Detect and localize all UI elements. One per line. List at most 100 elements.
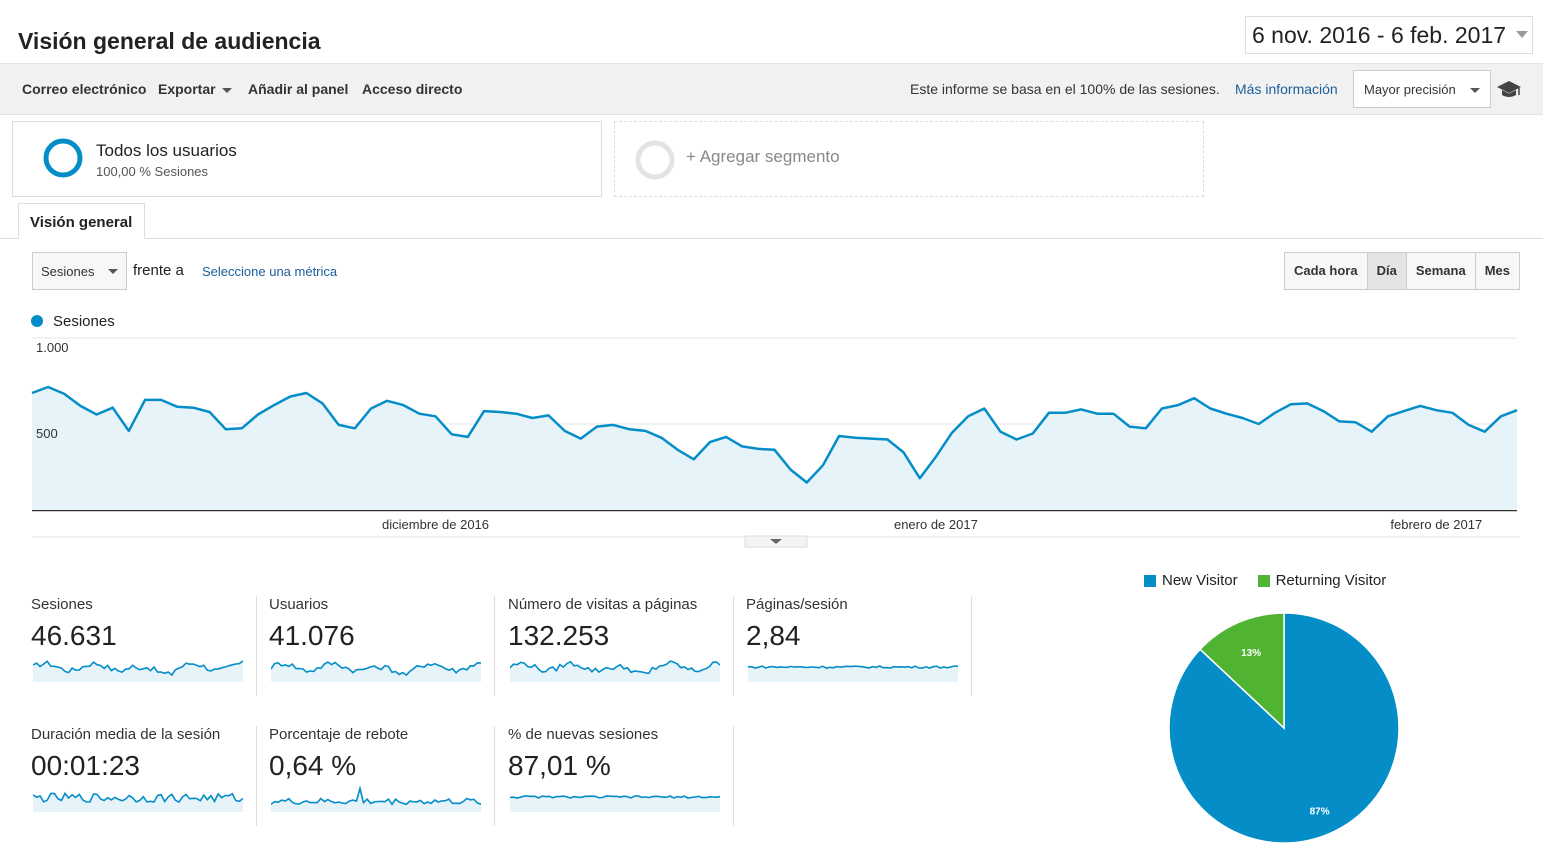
scorecard-label: Sesiones [31, 596, 93, 613]
export-button[interactable]: Exportar [158, 81, 232, 97]
graduation-cap-icon[interactable] [1496, 78, 1522, 100]
sparkline [33, 791, 243, 812]
segment-detail: 100,00 % Sesiones [96, 164, 209, 179]
scorecard-value: 2,84 [746, 620, 801, 651]
sparkline-line [33, 660, 243, 677]
legend-label-new: New Visitor [1162, 572, 1238, 589]
divider [494, 596, 495, 696]
pie-slice-returning-visitor[interactable] [1199, 612, 1285, 730]
legend-label-returning: Returning Visitor [1275, 572, 1387, 589]
scorecard: % de nuevas sesiones 87,01 % [508, 726, 746, 836]
series-legend-label: Sesiones [53, 313, 115, 330]
granularity-hour-button[interactable]: Cada hora [1284, 252, 1368, 290]
sparkline-line [510, 660, 720, 675]
pie-slice-label: 87% [1310, 806, 1330, 817]
sparkline-area [271, 662, 481, 682]
scorecard-value: 87,01 % [508, 750, 611, 781]
tab-overview[interactable]: Visión general [18, 203, 145, 239]
x-tick-label: diciembre de 2016 [382, 517, 489, 532]
sparkline [510, 660, 720, 682]
scorecard-label: Duración media de la sesión [31, 726, 221, 743]
sessions-area [32, 387, 1517, 510]
divider [494, 726, 495, 826]
scorecard-label: Porcentaje de rebote [269, 726, 409, 743]
legend-swatch-returning [1257, 574, 1270, 587]
sparkline [271, 785, 481, 812]
sparkline [510, 795, 720, 812]
scorecard-label: Número de visitas a páginas [508, 596, 698, 613]
pie-slice-label: 13% [1241, 648, 1261, 659]
sparkline-area [271, 788, 481, 812]
scorecard: Usuarios 41.076 [269, 596, 507, 706]
select-metric-link[interactable]: Seleccione una métrica [202, 264, 338, 279]
date-range-text: 6 nov. 2016 - 6 feb. 2017 [1252, 22, 1507, 48]
sparkline [33, 660, 243, 682]
sparkline-area [748, 666, 958, 682]
add-segment-label: + Agregar segmento [686, 147, 840, 166]
more-info-link[interactable]: Más información [1235, 81, 1338, 97]
export-label: Exportar [158, 81, 216, 97]
precision-select[interactable]: Mayor precisión [1353, 70, 1491, 108]
scorecard-value: 132.253 [508, 620, 610, 651]
y-tick-label: 1.000 [36, 340, 69, 355]
report-toolbar: Correo electrónico Exportar Añadir al pa… [0, 63, 1543, 115]
segment-ring-icon [43, 138, 83, 178]
x-tick-label: febrero de 2017 [1390, 517, 1482, 532]
add-segment-button[interactable]: + Agregar segmento [614, 121, 1204, 197]
chevron-down-icon [1470, 88, 1480, 93]
sparkline-area [510, 661, 720, 682]
page-title: Visión general de audiencia [18, 28, 321, 54]
granularity-month-button[interactable]: Mes [1474, 252, 1520, 290]
scorecard: Porcentaje de rebote 0,64 % [269, 726, 507, 836]
sparkline-area [33, 660, 243, 682]
divider [256, 726, 257, 826]
divider [971, 596, 972, 696]
sparkline [748, 665, 958, 682]
scorecard: Páginas/sesión 2,84 [746, 596, 984, 706]
scorecard-label: Usuarios [269, 596, 329, 613]
scorecard-label: % de nuevas sesiones [508, 726, 659, 743]
divider [733, 596, 734, 696]
sparkline-area [510, 795, 720, 812]
segment-all-users[interactable]: Todos los usuarios 100,00 % Sesiones [12, 121, 602, 197]
chevron-down-icon [1516, 31, 1528, 38]
y-tick-label: 500 [36, 426, 58, 441]
chevron-down-icon [770, 539, 782, 544]
date-range-picker[interactable]: 6 nov. 2016 - 6 feb. 2017 [1245, 16, 1533, 54]
versus-label: frente a [133, 262, 184, 279]
segment-name: Todos los usuarios [96, 141, 237, 160]
scorecard-value: 0,64 % [269, 750, 357, 781]
sparkline-area [33, 793, 243, 812]
email-button[interactable]: Correo electrónico [22, 81, 147, 97]
scorecard-value: 00:01:23 [31, 750, 140, 781]
divider [733, 726, 734, 826]
divider [256, 596, 257, 696]
granularity-week-button[interactable]: Semana [1405, 252, 1476, 290]
pie-legend: New Visitor Returning Visitor [1144, 572, 1386, 589]
segment-empty-ring-icon [635, 140, 675, 180]
scorecard: Sesiones 46.631 [31, 596, 269, 706]
sparkline-line [748, 665, 958, 669]
sampling-notice: Este informe se basa en el 100% de las s… [910, 81, 1220, 97]
sparkline-line [271, 785, 481, 806]
legend-swatch-new [1144, 574, 1156, 587]
granularity-day-button[interactable]: Día [1366, 252, 1407, 290]
scorecard: Duración media de la sesión 00:01:23 [31, 726, 269, 836]
sparkline [271, 661, 481, 682]
expand-chart-button[interactable] [744, 535, 808, 548]
x-tick-label: enero de 2017 [894, 517, 978, 532]
scorecard-label: Páginas/sesión [746, 596, 848, 613]
precision-value: Mayor precisión [1364, 82, 1456, 97]
visitor-pie-chart: 87% 13% [1168, 612, 1400, 844]
metric-select[interactable]: Sesiones [32, 252, 127, 290]
granularity-buttons: Cada hora Día Semana Mes [1284, 252, 1520, 290]
scorecard-value: 41.076 [269, 620, 355, 651]
scorecard: Número de visitas a páginas 132.253 [508, 596, 746, 706]
metric-select-value: Sesiones [41, 264, 95, 279]
tab-overview-label: Visión general [30, 214, 133, 231]
add-to-dashboard-button[interactable]: Añadir al panel [248, 81, 349, 97]
sparkline-line [271, 661, 481, 677]
scorecard-value: 46.631 [31, 620, 117, 651]
chevron-down-icon [108, 269, 118, 274]
shortcut-button[interactable]: Acceso directo [362, 81, 463, 97]
